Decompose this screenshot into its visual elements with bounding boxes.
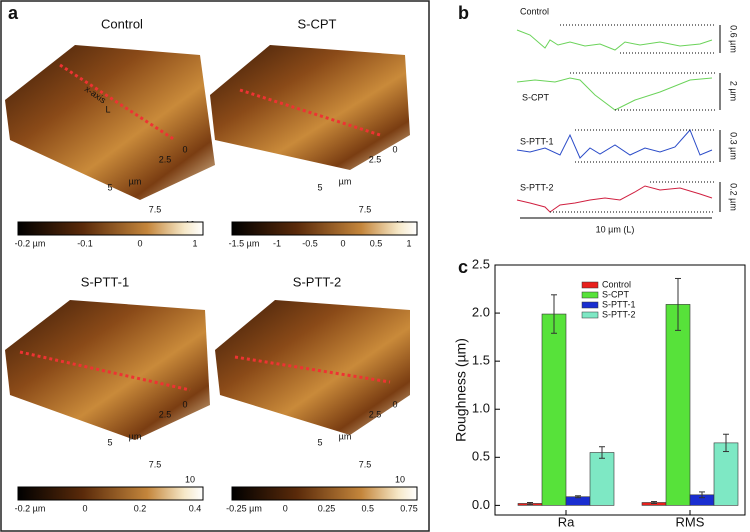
plot-frame [494, 264, 746, 516]
profile-scale: 0.3 µm [729, 132, 739, 160]
colorbar-label: 0.75 [400, 503, 418, 513]
profile-name: S-PTT-2 [520, 182, 554, 192]
image-axis-label: 0 [392, 144, 397, 154]
colorbar-label: 0.25 [318, 503, 336, 513]
image-axis-label: 2.5 [159, 409, 172, 419]
colorbar-label: 0.5 [361, 503, 374, 513]
panel-a-frame [0, 0, 430, 532]
image-axis-label: 5 [317, 182, 322, 192]
profile-scale: 2 µm [729, 81, 739, 101]
legend-label: S-CPT [602, 289, 630, 299]
colorbar-label: 0.4 [189, 503, 202, 513]
image-axis-label: 2.5 [369, 154, 382, 164]
colorbar-label: -0.1 [77, 238, 93, 248]
y-tick-label: 2.5 [472, 256, 490, 271]
image-axis-label: 10 [395, 474, 405, 484]
error-bar [675, 277, 681, 331]
colorbar-label: -0.2 µm [15, 238, 46, 248]
length-label: 10 µm (L) [596, 224, 635, 234]
colorbar [17, 486, 204, 501]
legend-label: S-PTT-1 [602, 299, 636, 309]
image-title: S-PTT-2 [293, 274, 341, 289]
error-bar [723, 433, 729, 453]
colorbar [231, 221, 418, 236]
error-bar [699, 491, 705, 499]
colorbar-label: 0.2 [134, 503, 147, 513]
profile-lines [516, 24, 721, 219]
image-axis-label: 5 [107, 437, 112, 447]
image-axis-label: µm [339, 176, 352, 186]
image-axis-label: µm [129, 431, 142, 441]
y-tick-label: 1.0 [472, 401, 490, 416]
legend-label: Control [602, 279, 631, 289]
bar [589, 452, 615, 506]
colorbar-label: 0 [82, 503, 87, 513]
image-axis-label: 0 [182, 399, 187, 409]
image-axis-label: 7.5 [149, 459, 162, 469]
legend-swatch [581, 281, 599, 289]
error-bar [599, 446, 605, 459]
y-axis-label: Roughness (µm) [453, 338, 469, 442]
profile-name: Control [520, 6, 549, 16]
colorbar-label: -1.5 µm [229, 238, 260, 248]
y-tick-label: 0.0 [472, 497, 490, 512]
image-axis-label: 2.5 [159, 154, 172, 164]
error-bar [575, 495, 581, 499]
image-axis-label: 7.5 [359, 204, 372, 214]
image-axis-label: 5 [317, 437, 322, 447]
colorbar-label: 0.5 [370, 238, 383, 248]
image-axis-label: 10 [185, 474, 195, 484]
panel-letter: b [458, 3, 469, 23]
image-title: S-CPT [298, 16, 337, 31]
afm-images [5, 45, 410, 440]
image-axis-label: L [105, 104, 110, 114]
error-bar [527, 502, 533, 505]
colorbar-label: 1 [192, 238, 197, 248]
image-axis-label: µm [129, 176, 142, 186]
profile-name: S-CPT [522, 92, 550, 102]
error-bar [551, 294, 557, 334]
legend-swatch [581, 311, 599, 319]
bar [665, 304, 691, 506]
error-bar [651, 501, 657, 504]
image-axis-label: µm [339, 431, 352, 441]
profile-scale: 0.2 µm [729, 183, 739, 211]
panel-letter: a [8, 3, 19, 23]
image-axis-label: 7.5 [149, 204, 162, 214]
y-tick-label: 1.5 [472, 353, 490, 368]
profile-name: S-PTT-1 [520, 136, 554, 146]
colorbar-label: 1 [406, 238, 411, 248]
colorbar-label: 0 [283, 503, 288, 513]
image-axis-label: 0 [392, 399, 397, 409]
colorbar-label: -0.2 µm [15, 503, 46, 513]
image-axis-label: 7.5 [359, 459, 372, 469]
image-axis-label: 2.5 [369, 409, 382, 419]
colorbar-label: -0.5 [302, 238, 318, 248]
x-tick-label: RMS [676, 514, 705, 529]
legend-swatch [581, 291, 599, 299]
image-title: Control [101, 16, 143, 31]
colorbar [17, 221, 204, 236]
bar [713, 442, 739, 506]
legend-swatch [581, 301, 599, 309]
colorbar-label: 0 [340, 238, 345, 248]
colorbar [231, 486, 418, 501]
colorbar-label: -0.25 µm [226, 503, 262, 513]
profile-scale: 0.6 µm [729, 25, 739, 53]
image-axis-label: 5 [107, 182, 112, 192]
bar [541, 313, 567, 506]
panel-letter: c [458, 257, 468, 277]
colorbar-label: -1 [273, 238, 281, 248]
colorbar-label: 0 [137, 238, 142, 248]
image-title: S-PTT-1 [81, 274, 129, 289]
image-axis-label: 0 [182, 144, 187, 154]
y-tick-label: 0.5 [472, 449, 490, 464]
x-tick-label: Ra [558, 514, 575, 529]
legend-label: S-PTT-2 [602, 309, 636, 319]
y-tick-label: 2.0 [472, 305, 490, 320]
